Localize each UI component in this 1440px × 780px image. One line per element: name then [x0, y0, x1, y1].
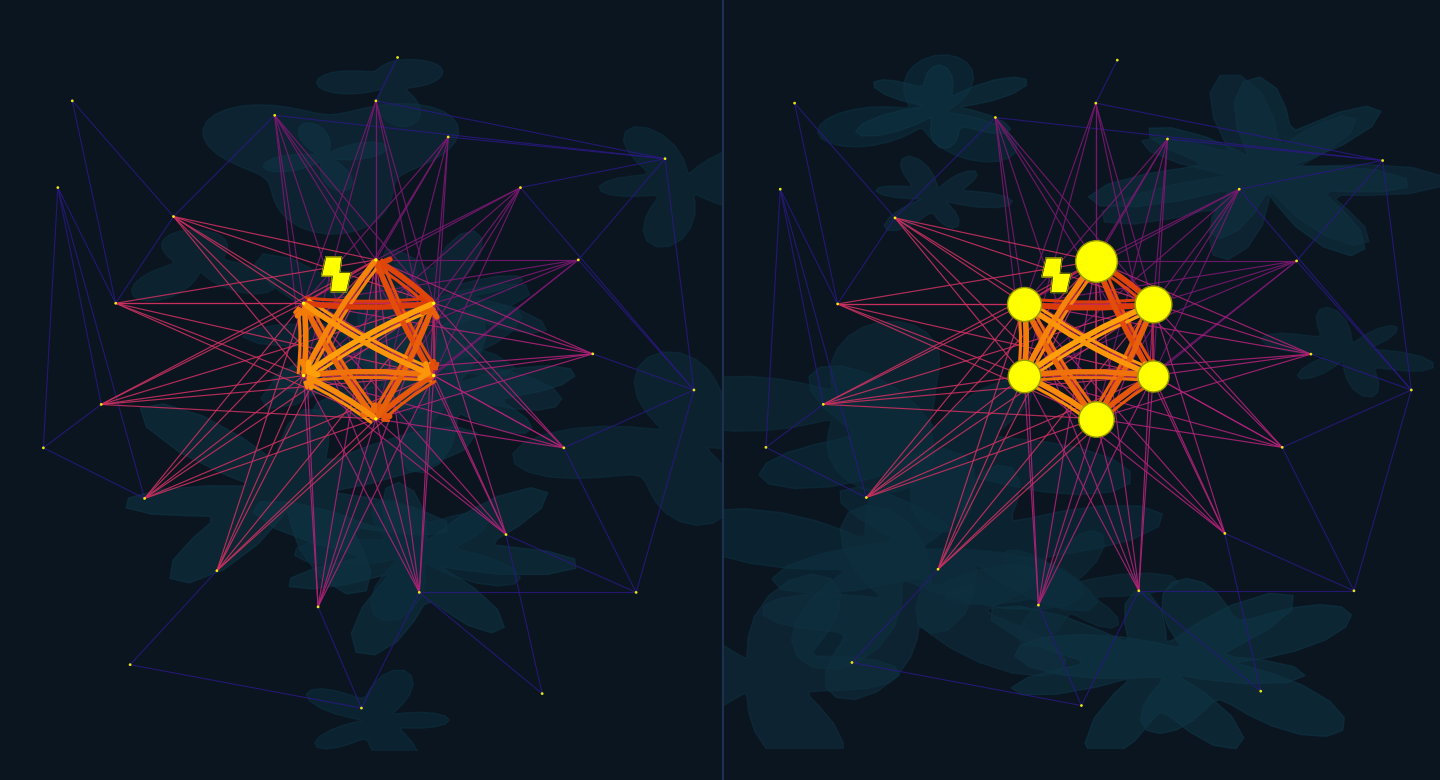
Point — [625, 586, 648, 598]
Point — [926, 563, 949, 576]
Polygon shape — [818, 55, 1017, 162]
Point — [1070, 700, 1093, 712]
Point — [32, 441, 55, 454]
Point — [292, 369, 315, 381]
Point — [1400, 384, 1423, 396]
Polygon shape — [127, 404, 478, 594]
Point — [1299, 348, 1322, 360]
Point — [582, 348, 605, 360]
Point — [1228, 183, 1251, 196]
Polygon shape — [1015, 579, 1351, 736]
Point — [264, 109, 287, 122]
Point — [1270, 441, 1293, 454]
Point — [307, 601, 330, 613]
Polygon shape — [272, 303, 562, 427]
Polygon shape — [264, 123, 387, 191]
Point — [1156, 133, 1179, 145]
Point — [118, 658, 141, 671]
Polygon shape — [312, 310, 575, 473]
Point — [1371, 154, 1394, 167]
Point — [46, 182, 69, 194]
Polygon shape — [1260, 307, 1433, 397]
Point — [553, 441, 576, 454]
Point — [1084, 413, 1107, 425]
Polygon shape — [253, 482, 576, 655]
Point — [1106, 54, 1129, 66]
Polygon shape — [759, 366, 1130, 532]
Polygon shape — [330, 231, 546, 346]
Point — [783, 97, 806, 109]
Point — [292, 297, 315, 310]
Point — [567, 254, 590, 266]
Point — [984, 112, 1007, 124]
Polygon shape — [295, 500, 520, 621]
Polygon shape — [855, 65, 1027, 148]
Point — [422, 369, 445, 381]
Point — [755, 441, 778, 454]
Point — [104, 297, 127, 310]
Point — [1084, 97, 1107, 109]
Polygon shape — [876, 156, 1012, 231]
Polygon shape — [991, 591, 1305, 758]
Point — [769, 183, 792, 196]
Point — [132, 492, 156, 505]
Point — [508, 182, 531, 194]
Polygon shape — [599, 127, 772, 246]
Point — [364, 254, 387, 266]
Polygon shape — [307, 670, 449, 772]
Point — [1142, 298, 1165, 310]
Point — [386, 51, 409, 64]
Point — [350, 702, 373, 714]
Point — [654, 152, 677, 165]
Polygon shape — [321, 257, 351, 292]
Polygon shape — [683, 449, 1083, 669]
Polygon shape — [946, 530, 1179, 647]
Point — [530, 687, 553, 700]
Point — [683, 384, 706, 396]
Point — [1012, 370, 1035, 382]
Point — [89, 399, 112, 411]
Point — [408, 586, 431, 598]
Point — [364, 94, 387, 107]
Point — [161, 211, 184, 223]
Point — [1027, 599, 1050, 612]
Point — [1142, 370, 1165, 382]
Point — [1250, 685, 1273, 697]
Point — [855, 491, 878, 504]
Point — [1342, 584, 1365, 597]
Point — [436, 131, 459, 144]
Polygon shape — [1043, 258, 1071, 292]
Point — [884, 211, 907, 224]
Point — [206, 565, 229, 577]
Point — [60, 94, 84, 107]
Polygon shape — [321, 305, 431, 368]
Point — [812, 398, 835, 410]
Point — [1214, 527, 1237, 540]
Point — [422, 297, 445, 310]
Point — [1084, 255, 1107, 268]
Point — [841, 656, 864, 668]
Polygon shape — [317, 59, 444, 127]
Point — [364, 413, 387, 425]
Polygon shape — [513, 352, 855, 526]
Point — [827, 298, 850, 310]
Point — [1012, 298, 1035, 310]
Polygon shape — [1089, 77, 1407, 256]
Polygon shape — [242, 254, 530, 414]
Polygon shape — [763, 505, 1066, 700]
Polygon shape — [661, 321, 940, 493]
Polygon shape — [203, 104, 458, 234]
Polygon shape — [772, 465, 1162, 634]
Point — [1128, 584, 1151, 597]
Point — [494, 528, 517, 541]
Polygon shape — [1102, 76, 1440, 260]
Polygon shape — [612, 574, 900, 777]
Polygon shape — [131, 230, 276, 301]
Point — [1284, 255, 1308, 268]
